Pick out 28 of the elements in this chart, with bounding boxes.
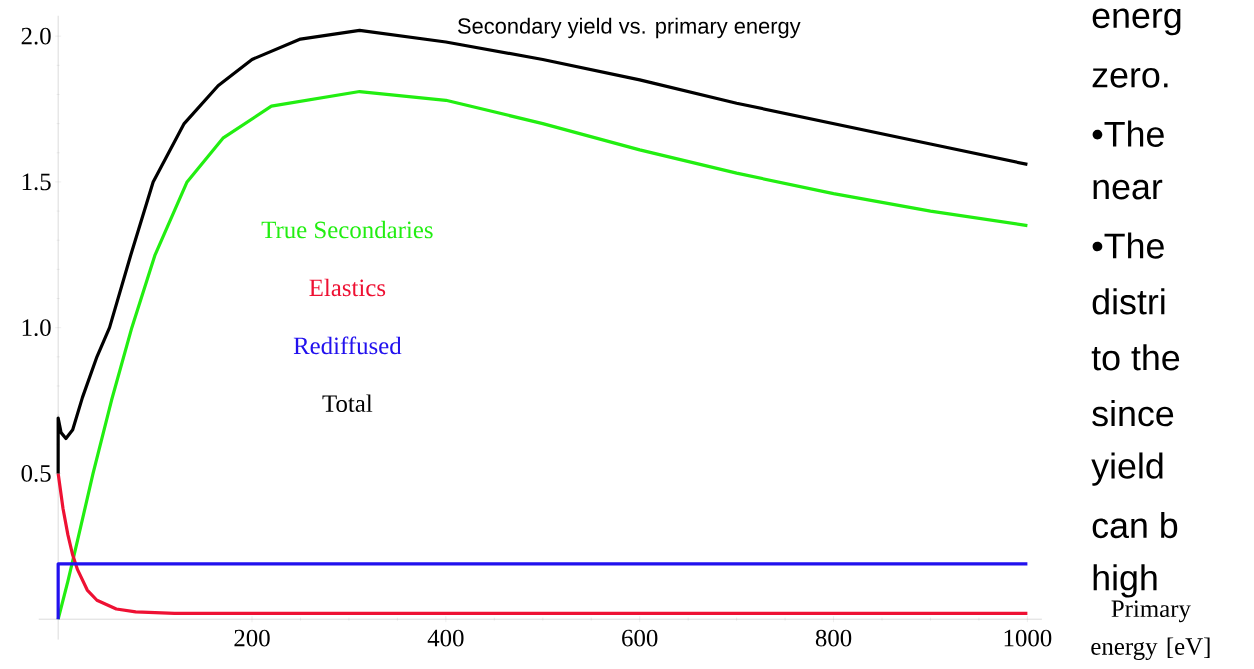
- y-tick-label: 1.0: [22, 319, 51, 337]
- text: distri: [1092, 288, 1165, 315]
- y-tick-label: 1.5: [22, 173, 51, 191]
- y-tick-label: 2.0: [21, 27, 51, 45]
- text: Elastics: [309, 278, 386, 297]
- chart-title: Secondary yield vs. primary energy: [457, 17, 801, 39]
- text: since: [1092, 400, 1174, 427]
- text: Total: [322, 394, 373, 413]
- text: yield: [1091, 452, 1163, 486]
- x-tick-label: 600: [622, 629, 658, 647]
- x-tick-label: 800: [815, 629, 852, 647]
- text: near: [1093, 179, 1163, 200]
- text: •The: [1092, 232, 1164, 259]
- x-tick-label: 400: [427, 629, 464, 647]
- line-series: [56, 471, 1029, 616]
- text: to the: [1091, 344, 1180, 371]
- x-axis-title: Primary energy [eV]: [1091, 600, 1210, 661]
- x-tick-label: 1000: [1004, 629, 1052, 647]
- text: zero.: [1092, 68, 1168, 88]
- y-tick-label: 0.5: [21, 465, 51, 483]
- text: energ: [1092, 8, 1181, 36]
- text: high: [1093, 564, 1157, 598]
- line-series: [56, 90, 1029, 621]
- text: can b: [1092, 512, 1178, 539]
- x-tick-label: 200: [234, 629, 270, 647]
- text: •The: [1092, 120, 1164, 148]
- text: True Secondaries: [261, 220, 433, 239]
- text: Rediffused: [293, 336, 402, 355]
